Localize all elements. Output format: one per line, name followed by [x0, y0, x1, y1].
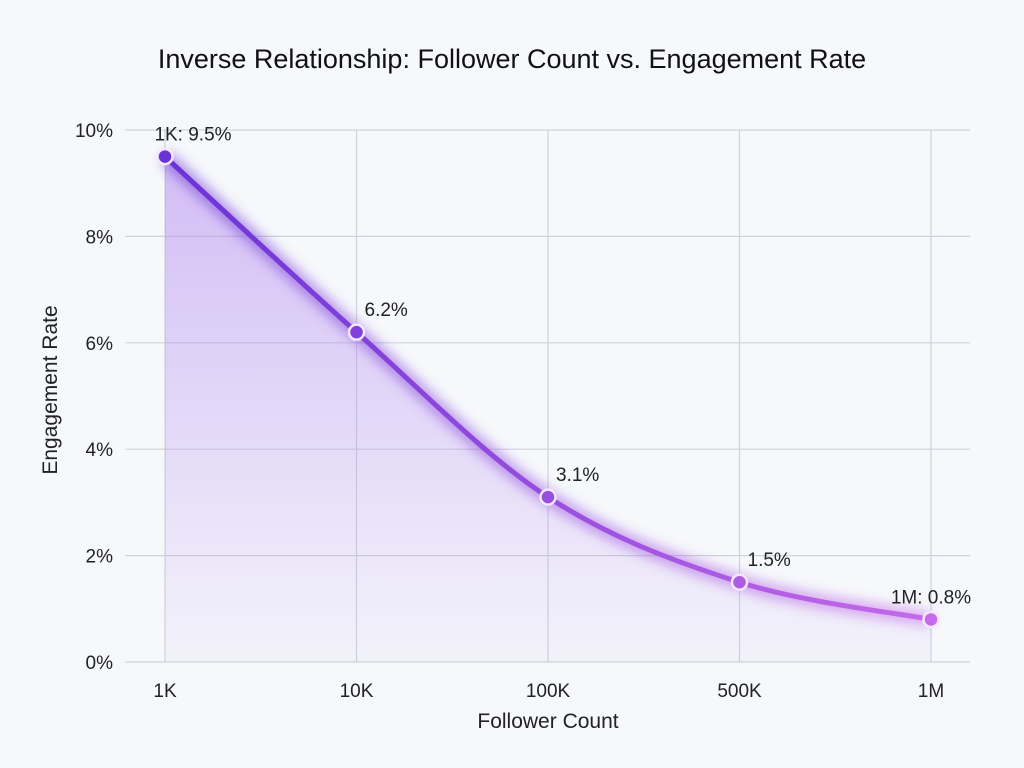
y-tick-label: 4%	[86, 440, 114, 461]
data-label: 3.1%	[556, 465, 599, 486]
chart-title: Inverse Relationship: Follower Count vs.…	[158, 44, 866, 74]
area-fill	[165, 156, 931, 662]
y-tick-label: 10%	[75, 121, 113, 142]
data-point	[347, 323, 366, 341]
y-tick-label: 6%	[86, 334, 114, 355]
x-tick-label: 500K	[717, 681, 762, 702]
series-line	[162, 154, 934, 622]
y-axis-label: Engagement Rate	[39, 305, 62, 474]
data-point	[156, 147, 174, 166]
data-label: 1.5%	[748, 550, 791, 571]
y-axis: 0% 2% 4% 6% 8% 10%	[75, 121, 113, 674]
x-axis: 1K 10K 100K 500K 1M	[153, 681, 944, 702]
x-tick-label: 10K	[340, 681, 374, 702]
y-tick-label: 2%	[86, 547, 114, 568]
y-tick-label: 0%	[86, 653, 114, 674]
data-label: 1M: 0.8%	[891, 587, 971, 608]
x-tick-label: 100K	[526, 681, 571, 702]
x-axis-label: Follower Count	[477, 710, 618, 733]
data-point	[539, 488, 557, 506]
data-label: 6.2%	[365, 300, 408, 321]
data-point	[922, 610, 940, 629]
y-tick-label: 8%	[86, 227, 114, 248]
data-point	[730, 573, 749, 591]
x-tick-label: 1K	[153, 681, 177, 702]
data-points: 1K: 9.5% 6.2% 3.1% 1.5% 1M: 0.8%	[154, 125, 971, 629]
x-tick-label: 1M	[918, 681, 944, 702]
data-label: 1K: 9.5%	[154, 125, 231, 146]
